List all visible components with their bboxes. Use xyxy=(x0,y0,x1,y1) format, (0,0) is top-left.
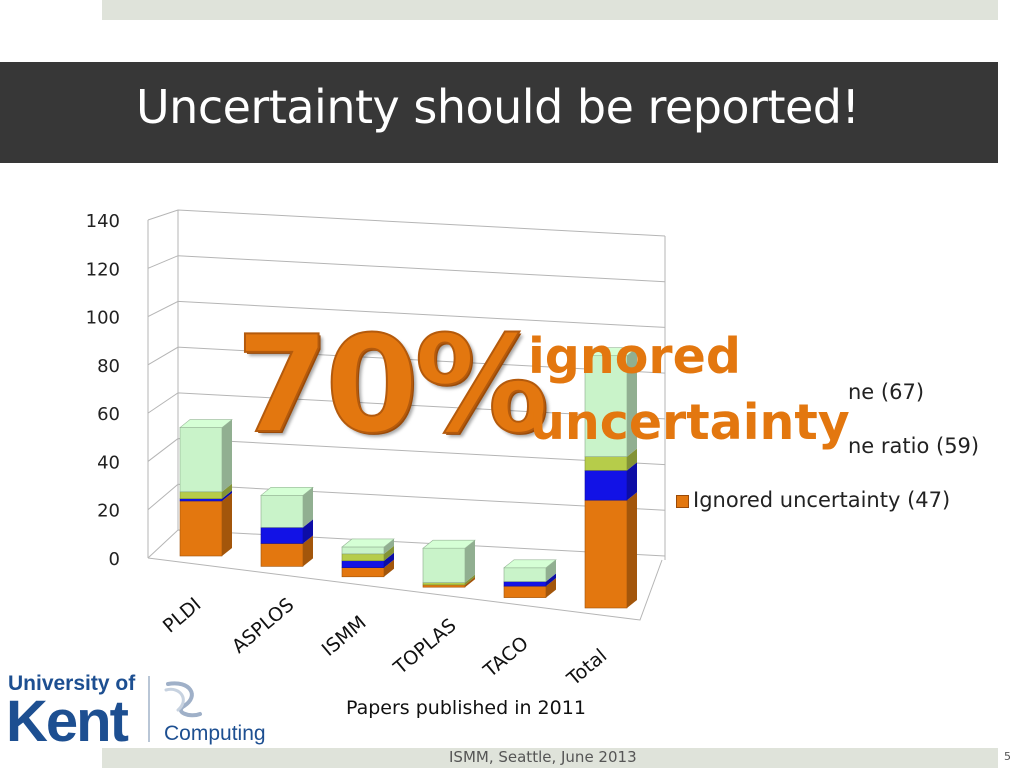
bar-side-toplas-series-2 xyxy=(465,574,475,585)
bar-pldi-series-0 xyxy=(179,500,223,557)
bar-top-toplas xyxy=(422,539,476,549)
y-tick-label-80: 80 xyxy=(97,356,120,377)
logo-kent: Kent xyxy=(6,689,129,754)
x-tick-label-ismm: ISMM xyxy=(318,612,371,661)
bar-toplas-series-3 xyxy=(422,547,466,583)
gridline-120 xyxy=(147,255,666,283)
legend-entry-1-label: ne (67) xyxy=(848,380,925,404)
bar-side-ismm-series-0 xyxy=(384,559,394,577)
footer-strip xyxy=(102,748,998,768)
bar-side-taco-series-3 xyxy=(546,559,556,582)
legend-entry-3-label: Ignored uncertainty (47) xyxy=(693,488,951,512)
floor-front-edge xyxy=(147,557,663,621)
bar-toplas-series-2 xyxy=(422,582,466,586)
bar-top-pldi xyxy=(179,419,233,428)
x-tick-label-toplas: TOPLAS xyxy=(389,614,461,679)
bar-side-pldi-series-3 xyxy=(222,419,232,492)
bar-asplos-series-1 xyxy=(260,527,304,544)
legend-entry-3: Ignored uncertainty (47) xyxy=(676,488,950,512)
bar-pldi-series-2 xyxy=(179,491,223,499)
bar-side-pldi-series-2 xyxy=(222,483,232,499)
bar-side-total-series-3 xyxy=(627,347,637,457)
bar-top-total xyxy=(584,347,638,357)
bar-side-toplas-series-0 xyxy=(465,576,475,588)
bar-pldi-series-3 xyxy=(179,427,223,493)
overlay-percent: 70% xyxy=(235,307,550,463)
legend-entry-2: ne ratio (59) xyxy=(848,434,979,458)
bar-ismm-series-0 xyxy=(341,567,385,578)
logo-divider xyxy=(148,676,150,742)
bar-top-asplos xyxy=(260,486,314,496)
x-tick-label-taco: TACO xyxy=(479,632,533,682)
y-tick-label-120: 120 xyxy=(86,259,120,280)
chart-gridlines xyxy=(147,209,666,621)
page-number: 5 xyxy=(1004,750,1011,763)
bar-side-total-series-1 xyxy=(627,462,637,501)
legend-entry-2-label: ne ratio (59) xyxy=(848,434,980,458)
bar-side-asplos-series-0 xyxy=(303,535,313,567)
top-decor-strip xyxy=(102,0,998,20)
bar-side-toplas-series-3 xyxy=(465,540,475,583)
bar-taco-series-0 xyxy=(503,585,547,598)
bar-side-ismm-series-2 xyxy=(384,545,394,561)
bar-top-taco xyxy=(503,559,557,569)
bar-side-pldi-series-1 xyxy=(222,490,232,501)
bar-taco-series-3 xyxy=(503,567,547,582)
logo-computing: Computing xyxy=(164,722,266,745)
x-axis-title: Papers published in 2011 xyxy=(346,697,586,719)
computing-swirl-icon xyxy=(164,681,202,718)
y-tick-label-20: 20 xyxy=(97,501,120,522)
x-tick-label-asplos: ASPLOS xyxy=(228,594,298,658)
bar-asplos-series-0 xyxy=(260,543,304,567)
chart-bars xyxy=(179,347,638,609)
x-tick-label-total: Total xyxy=(562,645,611,691)
bar-side-taco-series-0 xyxy=(546,578,556,598)
gridline-140 xyxy=(147,209,666,237)
bar-top-ismm xyxy=(341,538,395,548)
title-bar xyxy=(0,62,998,163)
overlay-line-uncertainty: uncertainty xyxy=(530,394,850,451)
legend-entry-1: ne (67) xyxy=(848,380,924,404)
x-tick-label-pldi: PLDI xyxy=(159,593,206,637)
legend-swatch-ignored xyxy=(676,494,689,508)
y-tick-label-40: 40 xyxy=(97,452,120,473)
bar-ismm-series-2 xyxy=(341,553,385,562)
bar-side-asplos-series-3 xyxy=(303,487,313,528)
bar-side-taco-series-1 xyxy=(546,573,556,587)
bar-asplos-series-3 xyxy=(260,494,304,528)
y-tick-label-60: 60 xyxy=(97,404,120,425)
overlay-line-ignored: ignored xyxy=(528,328,741,385)
bar-ismm-series-1 xyxy=(341,560,385,568)
bar-side-total-series-0 xyxy=(627,492,637,608)
bar-total-series-2 xyxy=(584,456,628,471)
y-tick-label-0: 0 xyxy=(109,549,120,570)
y-tick-label-140: 140 xyxy=(86,211,120,232)
bar-total-series-0 xyxy=(584,499,628,609)
logo-university-of: University of xyxy=(8,672,136,695)
y-tick-label-100: 100 xyxy=(86,308,120,329)
bar-toplas-series-0 xyxy=(422,584,466,588)
slide-title: Uncertainty should be reported! xyxy=(136,80,860,134)
bar-taco-series-1 xyxy=(503,581,547,587)
bar-side-ismm-series-3 xyxy=(384,538,394,554)
bar-pldi-series-1 xyxy=(179,498,223,502)
bar-ismm-series-3 xyxy=(341,546,385,555)
footer-text: ISMM, Seattle, June 2013 xyxy=(449,748,637,766)
bar-side-pldi-series-0 xyxy=(222,492,232,556)
bar-total-series-3 xyxy=(584,355,628,457)
bar-total-series-1 xyxy=(584,470,628,501)
bar-side-ismm-series-1 xyxy=(384,552,394,568)
bar-side-total-series-2 xyxy=(627,448,637,471)
bar-side-asplos-series-1 xyxy=(303,519,313,544)
